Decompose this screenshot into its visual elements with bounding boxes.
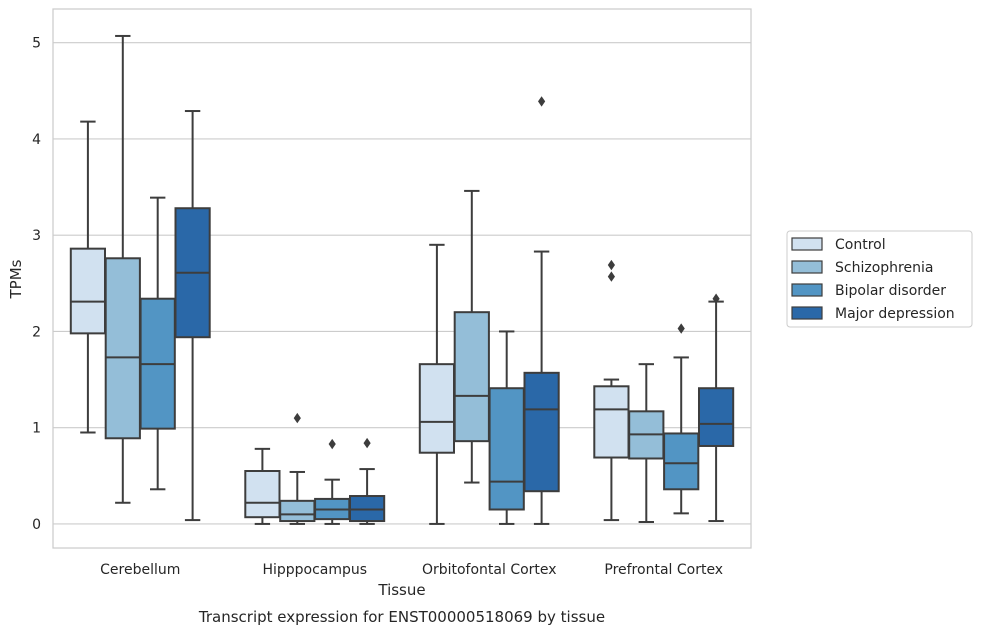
legend-swatch: [791, 237, 823, 251]
box-4-2: [628, 363, 665, 524]
outlier-1: [538, 96, 546, 107]
box-iqr: [593, 385, 630, 459]
legend-swatch: [791, 306, 823, 320]
box-iqr: [523, 371, 560, 493]
y-tick-label-3: 3: [32, 228, 41, 244]
x-tick-labels: Cerebellum Hipppocampus Orbitofontal Corte…: [100, 562, 723, 578]
box-2-2: [279, 412, 316, 525]
legend-frame: [786, 230, 973, 328]
legend-item-4: Major depression: [791, 306, 955, 322]
outlier-1: [712, 293, 720, 304]
box-1-2: [104, 34, 141, 504]
legend-label: Major depression: [835, 306, 955, 322]
box-iqr: [663, 432, 700, 491]
legend: Control Schizophrenia Bipolar disorder Majo…: [786, 230, 973, 328]
legend-item-2: Schizophrenia: [791, 260, 933, 276]
box-4-1: [593, 259, 630, 522]
outlier-1: [677, 323, 685, 334]
x-tick-label-2: Hipppocampus: [262, 562, 367, 578]
y-tick-label-4: 4: [32, 132, 41, 148]
box-iqr: [69, 247, 107, 335]
box-1-4: [174, 110, 211, 522]
outlier-1: [363, 437, 371, 449]
box-iqr: [104, 257, 141, 440]
box-2-3: [314, 438, 351, 525]
chart-caption: Transcript expression for ENST0000051806…: [198, 608, 605, 626]
x-tick-label-4: Prefrontal Cortex: [604, 562, 723, 578]
legend-label: Schizophrenia: [835, 260, 933, 276]
legend-swatch: [791, 260, 823, 274]
y-axis-label: TPMs: [7, 259, 25, 299]
x-axis-label: Tissue: [377, 581, 425, 599]
y-tick-label-0: 0: [32, 517, 41, 533]
y-tick-label-5: 5: [32, 36, 41, 52]
outlier-1: [293, 412, 301, 424]
box-3-4: [523, 96, 560, 525]
box-iqr: [279, 499, 316, 523]
box-iqr: [697, 387, 735, 447]
legend-label: Control: [835, 237, 886, 253]
box-1-3: [139, 196, 176, 491]
y-tick-label-2: 2: [32, 324, 41, 340]
box-iqr: [418, 363, 456, 454]
box-iqr: [244, 470, 281, 519]
box-3-2: [453, 189, 490, 484]
box-3-1: [418, 243, 456, 525]
y-tick-label-1: 1: [32, 421, 41, 437]
y-tick-labels: 0 1 2 3 4 5: [32, 36, 41, 533]
box-3-3: [488, 330, 525, 525]
box-plot-marks: [69, 34, 735, 525]
outlier-1: [607, 271, 615, 282]
box-4-4: [697, 293, 735, 523]
plot-frame: [52, 8, 752, 549]
box-2-1: [244, 447, 281, 525]
x-tick-label-3: Orbitofontal Cortex: [422, 562, 557, 578]
box-4-3: [663, 323, 700, 515]
x-tick-label-1: Cerebellum: [100, 562, 180, 578]
box-iqr: [488, 387, 525, 511]
outlier-2: [607, 259, 615, 271]
legend-label: Bipolar disorder: [835, 283, 946, 299]
legend-item-1: Control: [791, 237, 886, 253]
box-2-4: [348, 437, 386, 525]
legend-item-3: Bipolar disorder: [791, 283, 946, 299]
legend-swatch: [791, 283, 823, 297]
box-iqr: [453, 311, 490, 443]
outlier-1: [328, 438, 336, 450]
box-1-1: [69, 120, 107, 434]
